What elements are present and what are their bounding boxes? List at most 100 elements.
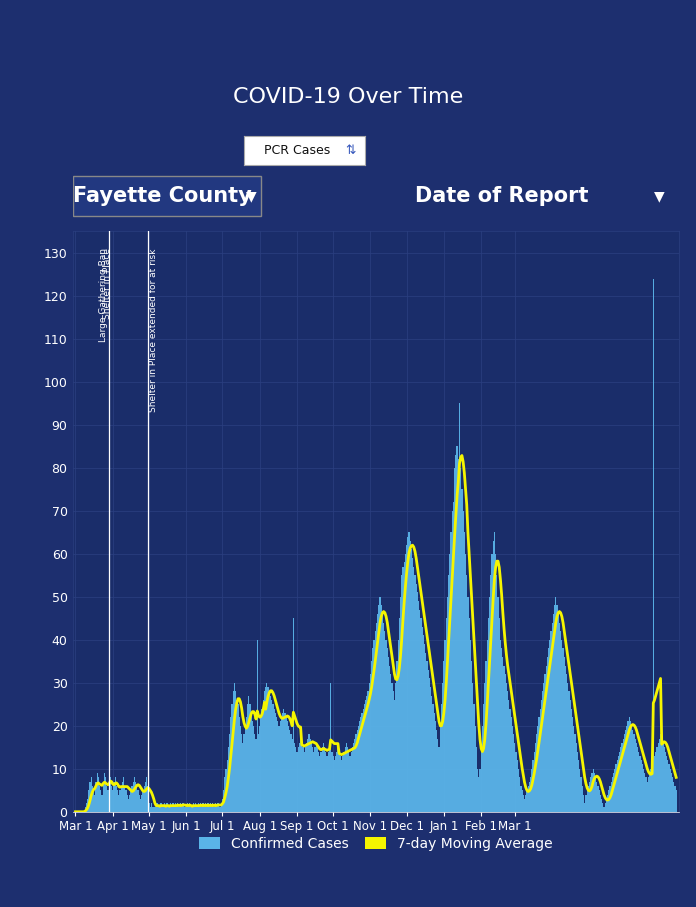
Bar	[223, 790, 224, 812]
Bar	[599, 790, 600, 812]
Bar	[275, 713, 276, 812]
Bar	[411, 550, 412, 812]
Bar	[640, 756, 641, 812]
Bar	[169, 807, 170, 812]
Bar	[242, 743, 244, 812]
Bar	[278, 726, 280, 812]
Bar	[323, 743, 324, 812]
Legend: Confirmed Cases, 7-day Moving Average: Confirmed Cases, 7-day Moving Average	[193, 831, 558, 856]
Bar	[489, 597, 490, 812]
Bar	[214, 804, 216, 812]
Bar	[193, 804, 194, 812]
Bar	[432, 704, 434, 812]
Bar	[294, 743, 295, 812]
Bar	[672, 777, 673, 812]
Bar	[529, 782, 530, 812]
Bar	[326, 756, 328, 812]
Bar	[406, 545, 407, 812]
Bar	[513, 735, 514, 812]
Bar	[615, 765, 617, 812]
Bar	[150, 807, 151, 812]
Bar	[393, 691, 394, 812]
Bar	[383, 622, 384, 812]
Bar	[135, 782, 136, 812]
Bar	[140, 799, 141, 812]
Bar	[335, 756, 336, 812]
Bar	[216, 807, 217, 812]
Bar	[487, 639, 488, 812]
Bar	[606, 799, 607, 812]
Bar	[170, 804, 171, 812]
Bar	[285, 717, 287, 812]
Bar	[122, 782, 123, 812]
Bar	[262, 700, 264, 812]
Bar	[346, 743, 347, 812]
Bar	[315, 747, 316, 812]
Bar	[329, 747, 330, 812]
Bar	[614, 769, 615, 812]
Bar	[340, 756, 341, 812]
Bar	[436, 730, 437, 812]
Bar	[603, 807, 605, 812]
Bar	[401, 575, 402, 812]
Bar	[319, 756, 320, 812]
Bar	[458, 459, 459, 812]
Bar	[217, 804, 218, 812]
Bar	[142, 790, 143, 812]
Bar	[369, 683, 370, 812]
Bar	[231, 704, 232, 812]
Text: Shelter in Place extended for at risk: Shelter in Place extended for at risk	[149, 249, 158, 412]
Bar	[282, 713, 283, 812]
Bar	[612, 777, 613, 812]
Bar	[460, 468, 461, 812]
Bar	[194, 807, 196, 812]
Bar	[317, 747, 318, 812]
Bar	[94, 795, 95, 812]
Bar	[493, 541, 494, 812]
Bar	[552, 622, 553, 812]
Bar	[199, 807, 200, 812]
Bar	[547, 657, 548, 812]
Bar	[224, 777, 226, 812]
Bar	[627, 721, 628, 812]
Bar	[617, 760, 618, 812]
Bar	[608, 790, 610, 812]
Bar	[447, 597, 448, 812]
Bar	[478, 777, 480, 812]
Bar	[207, 804, 209, 812]
Bar	[531, 769, 532, 812]
Bar	[572, 717, 574, 812]
Text: ▼: ▼	[246, 189, 256, 203]
Bar	[226, 769, 227, 812]
Bar	[584, 804, 585, 812]
Bar	[198, 804, 199, 812]
Bar	[296, 752, 298, 812]
Bar	[209, 804, 211, 812]
Bar	[491, 554, 493, 812]
Bar	[100, 790, 102, 812]
Bar	[331, 752, 333, 812]
Bar	[200, 804, 201, 812]
Bar	[628, 717, 630, 812]
Bar	[582, 786, 583, 812]
Bar	[523, 795, 524, 812]
Bar	[235, 691, 236, 812]
Bar	[161, 807, 163, 812]
Bar	[247, 704, 248, 812]
Bar	[241, 735, 242, 812]
Bar	[219, 807, 221, 812]
Bar	[671, 773, 672, 812]
Bar	[501, 649, 503, 812]
Bar	[498, 619, 500, 812]
Bar	[452, 511, 453, 812]
Bar	[120, 786, 122, 812]
Bar	[92, 786, 93, 812]
Bar	[222, 799, 223, 812]
Bar	[557, 614, 559, 812]
Bar	[535, 743, 536, 812]
Bar	[644, 773, 645, 812]
Bar	[111, 786, 112, 812]
Bar	[607, 795, 608, 812]
Bar	[613, 773, 614, 812]
Bar	[534, 752, 535, 812]
